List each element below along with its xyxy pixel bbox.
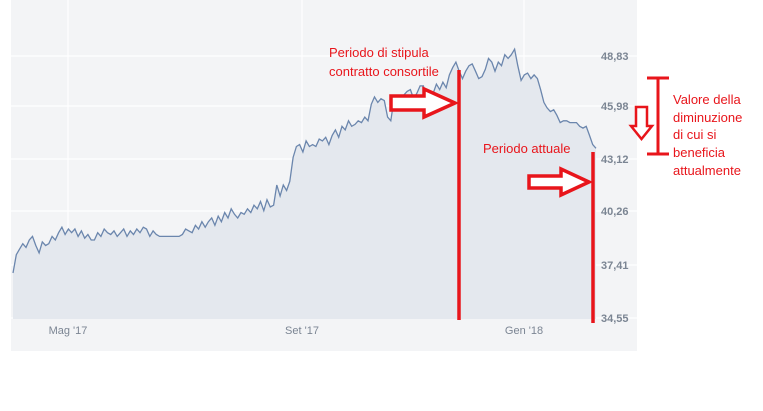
annotation-stipula-line2: contratto consortile bbox=[329, 64, 439, 79]
annotation-valore-2: diminuzione bbox=[673, 110, 742, 125]
x-tick-label: Set '17 bbox=[285, 325, 319, 337]
x-tick-label: Gen '18 bbox=[505, 325, 543, 337]
x-tick-label: Mag '17 bbox=[49, 325, 88, 337]
down-arrow bbox=[628, 105, 655, 141]
annotation-valore-1: Valore della bbox=[673, 92, 741, 107]
annotation-stipula-line1: Periodo di stipula bbox=[329, 45, 429, 60]
annotation-valore-5: attualmente bbox=[673, 163, 741, 178]
y-tick-label: 45,98 bbox=[601, 101, 629, 113]
y-tick-label: 34,55 bbox=[601, 313, 629, 325]
y-tick-label: 40,26 bbox=[601, 206, 629, 218]
annotation-valore-3: di cui si bbox=[673, 127, 716, 142]
y-tick-label: 43,12 bbox=[601, 154, 629, 166]
y-tick-label: 48,83 bbox=[601, 51, 629, 63]
price-area bbox=[13, 49, 596, 319]
stipula-arrow bbox=[389, 86, 460, 120]
annotations: Periodo di stipula contratto consortile … bbox=[329, 45, 742, 323]
y-tick-label: 37,41 bbox=[601, 260, 629, 272]
attuale-arrow bbox=[527, 166, 594, 198]
price-line bbox=[12, 47, 597, 274]
annotation-valore-4: beneficia bbox=[673, 145, 726, 160]
annotation-attuale: Periodo attuale bbox=[483, 141, 570, 156]
